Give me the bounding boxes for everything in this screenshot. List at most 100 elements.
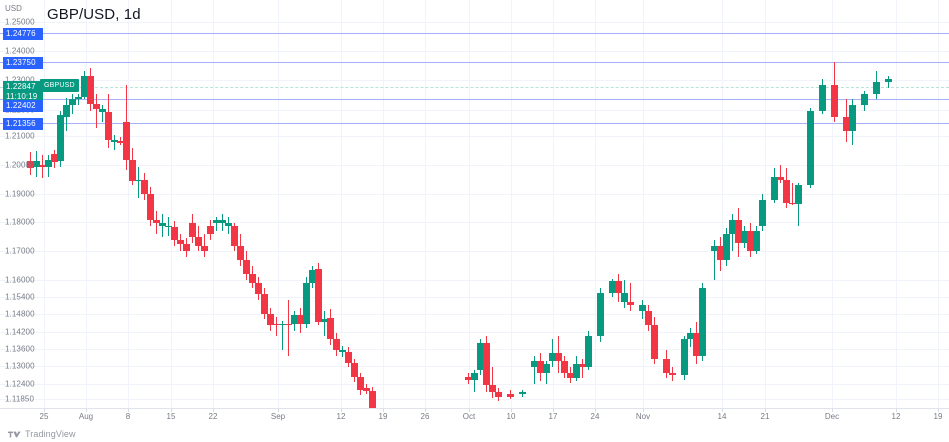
candle-body[interactable]	[861, 93, 868, 106]
support-tag-1[interactable]: 1.22402	[3, 100, 43, 112]
support-tag-2[interactable]: 1.21356	[3, 118, 43, 130]
candle-body[interactable]	[873, 82, 880, 94]
candle-body[interactable]	[297, 315, 304, 324]
candle-body[interactable]	[579, 364, 586, 368]
candle-body[interactable]	[153, 219, 160, 223]
candle-body[interactable]	[615, 281, 622, 293]
candle-body[interactable]	[207, 225, 214, 235]
candle-body[interactable]	[213, 219, 220, 223]
candle-body[interactable]	[219, 219, 226, 223]
candle-body[interactable]	[171, 226, 178, 240]
candle-body[interactable]	[573, 364, 580, 379]
candle-body[interactable]	[183, 244, 190, 252]
candle-body[interactable]	[735, 219, 742, 243]
candle-body[interactable]	[327, 317, 334, 339]
candle-body[interactable]	[489, 385, 496, 393]
candle-body[interactable]	[483, 343, 490, 386]
candle-body[interactable]	[69, 99, 76, 106]
candle-body[interactable]	[747, 231, 754, 252]
candle-body[interactable]	[531, 361, 538, 368]
candle-body[interactable]	[681, 338, 688, 376]
candle-body[interactable]	[477, 343, 484, 370]
candle-body[interactable]	[555, 353, 562, 362]
candle-body[interactable]	[741, 231, 748, 243]
candle-body[interactable]	[723, 234, 730, 260]
chart-plot-area[interactable]: 1.250001.240001.230001.220001.210001.200…	[0, 0, 949, 408]
candle-body[interactable]	[369, 390, 376, 408]
candle-body[interactable]	[321, 319, 328, 323]
candle-body[interactable]	[81, 76, 88, 97]
candle-body[interactable]	[831, 85, 838, 117]
candle-body[interactable]	[195, 237, 202, 246]
candle-body[interactable]	[789, 202, 796, 205]
resistance-tag-2[interactable]: 1.23750	[3, 57, 43, 69]
candle-body[interactable]	[669, 372, 676, 376]
candle-body[interactable]	[651, 324, 658, 359]
candle-body[interactable]	[663, 358, 670, 373]
current-price-tag[interactable]: 1.22847	[3, 81, 43, 93]
candle-body[interactable]	[693, 333, 700, 356]
candle-body[interactable]	[543, 364, 550, 373]
candle-body[interactable]	[309, 269, 316, 283]
candle-body[interactable]	[777, 176, 784, 180]
candle-body[interactable]	[123, 122, 130, 160]
candle-body[interactable]	[249, 274, 256, 283]
candle-body[interactable]	[549, 353, 556, 362]
candle-body[interactable]	[759, 199, 766, 226]
candle-body[interactable]	[117, 140, 124, 143]
candle-body[interactable]	[627, 302, 634, 306]
candle-body[interactable]	[885, 79, 892, 83]
candle-body[interactable]	[471, 372, 478, 380]
candle-body[interactable]	[849, 105, 856, 131]
candle-body[interactable]	[795, 185, 802, 205]
candle-body[interactable]	[51, 153, 58, 163]
candle-body[interactable]	[63, 105, 70, 117]
candle-body[interactable]	[273, 323, 280, 326]
resistance-tag-1[interactable]: 1.24776	[3, 28, 43, 40]
candle-body[interactable]	[711, 245, 718, 252]
candle-body[interactable]	[687, 333, 694, 339]
candle-body[interactable]	[783, 179, 790, 203]
candle-body[interactable]	[165, 225, 172, 228]
candle-body[interactable]	[729, 219, 736, 235]
candle-body[interactable]	[201, 245, 208, 252]
candle-body[interactable]	[567, 372, 574, 379]
candle-body[interactable]	[585, 336, 592, 368]
candle-body[interactable]	[807, 110, 814, 186]
candle-body[interactable]	[519, 392, 526, 394]
time-axis[interactable]: 25 Aug 8 15 22 Sep 12 19 26 Oct 10 17 24 Nov 14 21 Dec 12…	[0, 408, 949, 426]
candle-body[interactable]	[99, 109, 106, 113]
candle-body[interactable]	[255, 282, 262, 295]
candle-body[interactable]	[243, 259, 250, 275]
candle-body[interactable]	[645, 310, 652, 325]
candle-body[interactable]	[597, 292, 604, 337]
candle-body[interactable]	[351, 362, 358, 377]
candle-body[interactable]	[231, 225, 238, 246]
candle-body[interactable]	[75, 96, 82, 100]
candle-body[interactable]	[267, 313, 274, 325]
candle-body[interactable]	[621, 292, 628, 303]
candle-body[interactable]	[363, 388, 370, 391]
candle-body[interactable]	[45, 159, 52, 167]
candle-body[interactable]	[105, 112, 112, 140]
candle-body[interactable]	[537, 361, 544, 373]
candle-body[interactable]	[717, 245, 724, 260]
candle-body[interactable]	[111, 139, 118, 143]
candle-body[interactable]	[189, 222, 196, 237]
candle-body[interactable]	[771, 176, 778, 200]
candle-body[interactable]	[699, 288, 706, 356]
candle-body[interactable]	[819, 85, 826, 111]
candle-body[interactable]	[333, 338, 340, 351]
candle-body[interactable]	[285, 323, 292, 326]
candle-body[interactable]	[639, 305, 646, 311]
candle-body[interactable]	[303, 282, 310, 324]
candle-body[interactable]	[225, 222, 232, 226]
candle-body[interactable]	[27, 161, 34, 169]
candle-body[interactable]	[147, 194, 154, 220]
candle-body[interactable]	[315, 268, 322, 323]
candle-body[interactable]	[39, 165, 46, 167]
candle-body[interactable]	[753, 231, 760, 252]
candle-body[interactable]	[507, 393, 514, 397]
candle-body[interactable]	[609, 281, 616, 293]
candle-body[interactable]	[339, 350, 346, 352]
